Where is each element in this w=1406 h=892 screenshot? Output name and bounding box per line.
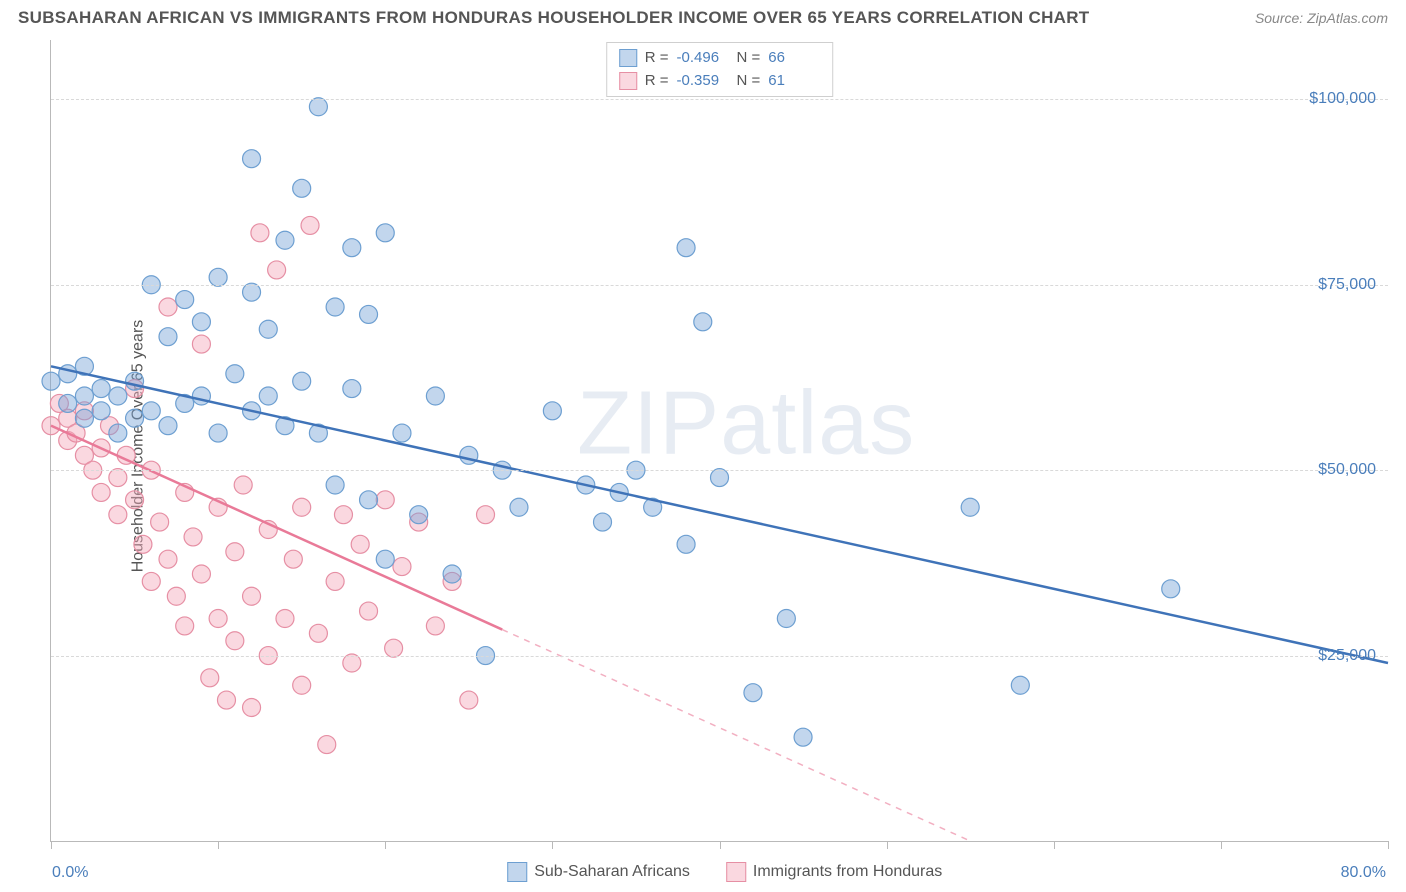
- x-axis-max-label: 80.0%: [1341, 864, 1386, 882]
- x-tick: [1221, 841, 1222, 849]
- gridline: [51, 470, 1388, 471]
- x-tick: [218, 841, 219, 849]
- legend-label: Immigrants from Honduras: [753, 863, 942, 881]
- x-tick: [1054, 841, 1055, 849]
- y-tick-label: $100,000: [1309, 90, 1376, 108]
- gridline: [51, 99, 1388, 100]
- x-tick: [720, 841, 721, 849]
- x-axis-min-label: 0.0%: [52, 864, 88, 882]
- swatch-pink-icon: [619, 72, 637, 90]
- swatch-blue-icon: [619, 49, 637, 67]
- x-tick: [552, 841, 553, 849]
- x-tick: [51, 841, 52, 849]
- stats-row-pink: R = -0.359 N = 61: [619, 70, 821, 93]
- correlation-stats-box: R = -0.496 N = 66 R = -0.359 N = 61: [606, 42, 834, 97]
- legend-swatch-blue-icon: [507, 862, 527, 882]
- gridline: [51, 285, 1388, 286]
- scatter-plot-svg: [51, 40, 1388, 841]
- x-tick: [385, 841, 386, 849]
- y-tick-label: $50,000: [1318, 461, 1376, 479]
- stats-row-blue: R = -0.496 N = 66: [619, 47, 821, 70]
- series-legend: Sub-Saharan Africans Immigrants from Hon…: [507, 862, 942, 882]
- x-tick: [1388, 841, 1389, 849]
- chart-plot-area: ZIPatlas R = -0.496 N = 66 R = -0.359 N …: [50, 40, 1388, 842]
- legend-label: Sub-Saharan Africans: [534, 863, 690, 881]
- gridline: [51, 656, 1388, 657]
- x-tick: [887, 841, 888, 849]
- y-tick-label: $25,000: [1318, 647, 1376, 665]
- y-tick-label: $75,000: [1318, 276, 1376, 294]
- legend-item-blue: Sub-Saharan Africans: [507, 862, 690, 882]
- chart-title: SUBSAHARAN AFRICAN VS IMMIGRANTS FROM HO…: [18, 8, 1090, 28]
- source-citation: Source: ZipAtlas.com: [1255, 10, 1388, 26]
- legend-swatch-pink-icon: [726, 862, 746, 882]
- legend-item-pink: Immigrants from Honduras: [726, 862, 942, 882]
